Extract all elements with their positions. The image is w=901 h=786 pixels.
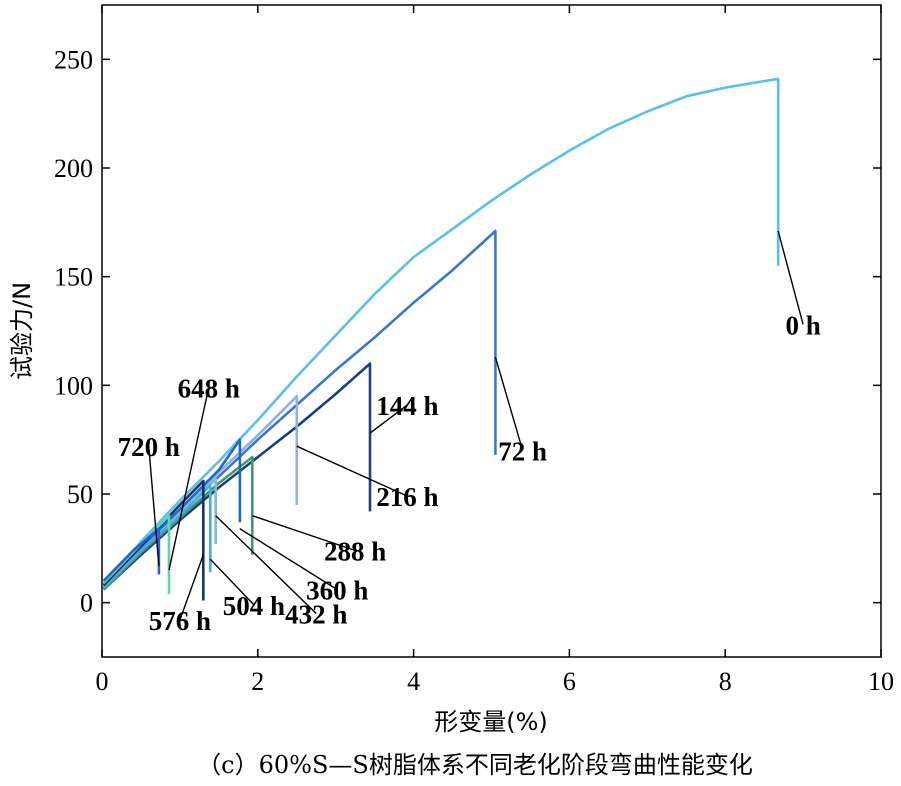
annotation-leader xyxy=(777,230,804,325)
annotation-leader xyxy=(369,404,408,434)
annotation-leader xyxy=(168,387,210,571)
y-axis-title: 试验力/N xyxy=(8,282,36,380)
annotation-label: 0 h xyxy=(785,310,820,340)
figure-caption: （c）60%S—S树脂体系不同老化阶段弯曲性能变化 xyxy=(197,751,753,779)
annotation-label: 648 h xyxy=(178,374,240,404)
series-line-0h xyxy=(102,77,780,587)
annotation-label: 72 h xyxy=(498,437,547,467)
annotation-leader xyxy=(494,356,524,451)
annotation-leader xyxy=(179,554,204,621)
annotation-leader xyxy=(252,515,356,552)
y-tick-label: 250 xyxy=(54,45,93,74)
annotation-leader xyxy=(209,558,255,606)
y-tick-label: 150 xyxy=(54,263,93,292)
x-axis-title: 形变量(%) xyxy=(434,708,548,736)
series-line-144h xyxy=(102,362,372,591)
series-line-360h xyxy=(102,438,242,589)
y-tick-label: 0 xyxy=(80,589,93,618)
x-tick-label: 2 xyxy=(251,667,264,696)
series-line-576h xyxy=(102,479,205,601)
y-tick-label: 100 xyxy=(54,371,93,400)
annotation-leader xyxy=(215,515,317,615)
x-tick-label: 10 xyxy=(868,667,894,696)
series-line-504h xyxy=(102,483,212,589)
annotation-label: 216 h xyxy=(376,482,438,512)
series-lines xyxy=(102,77,780,601)
x-tick-label: 4 xyxy=(407,667,420,696)
annotation-leader xyxy=(148,446,160,566)
series-line-288h xyxy=(102,455,254,591)
series-line-720h xyxy=(102,527,161,582)
annotation-leader xyxy=(296,445,408,497)
annotation-leader xyxy=(239,528,338,591)
y-tick-label: 50 xyxy=(67,480,93,509)
x-tick-label: 0 xyxy=(96,667,109,696)
annotation-label: 504 h xyxy=(223,591,285,621)
x-tick-label: 6 xyxy=(563,667,576,696)
annotation-label: 432 h xyxy=(285,600,347,630)
x-tick-label: 8 xyxy=(719,667,732,696)
plot-frame xyxy=(101,4,882,658)
annotation-label: 360 h xyxy=(306,576,368,606)
annotation-label: 720 h xyxy=(118,432,180,462)
y-tick-label: 200 xyxy=(54,154,93,183)
annotation-label: 576 h xyxy=(149,606,211,636)
annotation-label: 144 h xyxy=(376,391,438,421)
annotation-label: 288 h xyxy=(324,537,386,567)
